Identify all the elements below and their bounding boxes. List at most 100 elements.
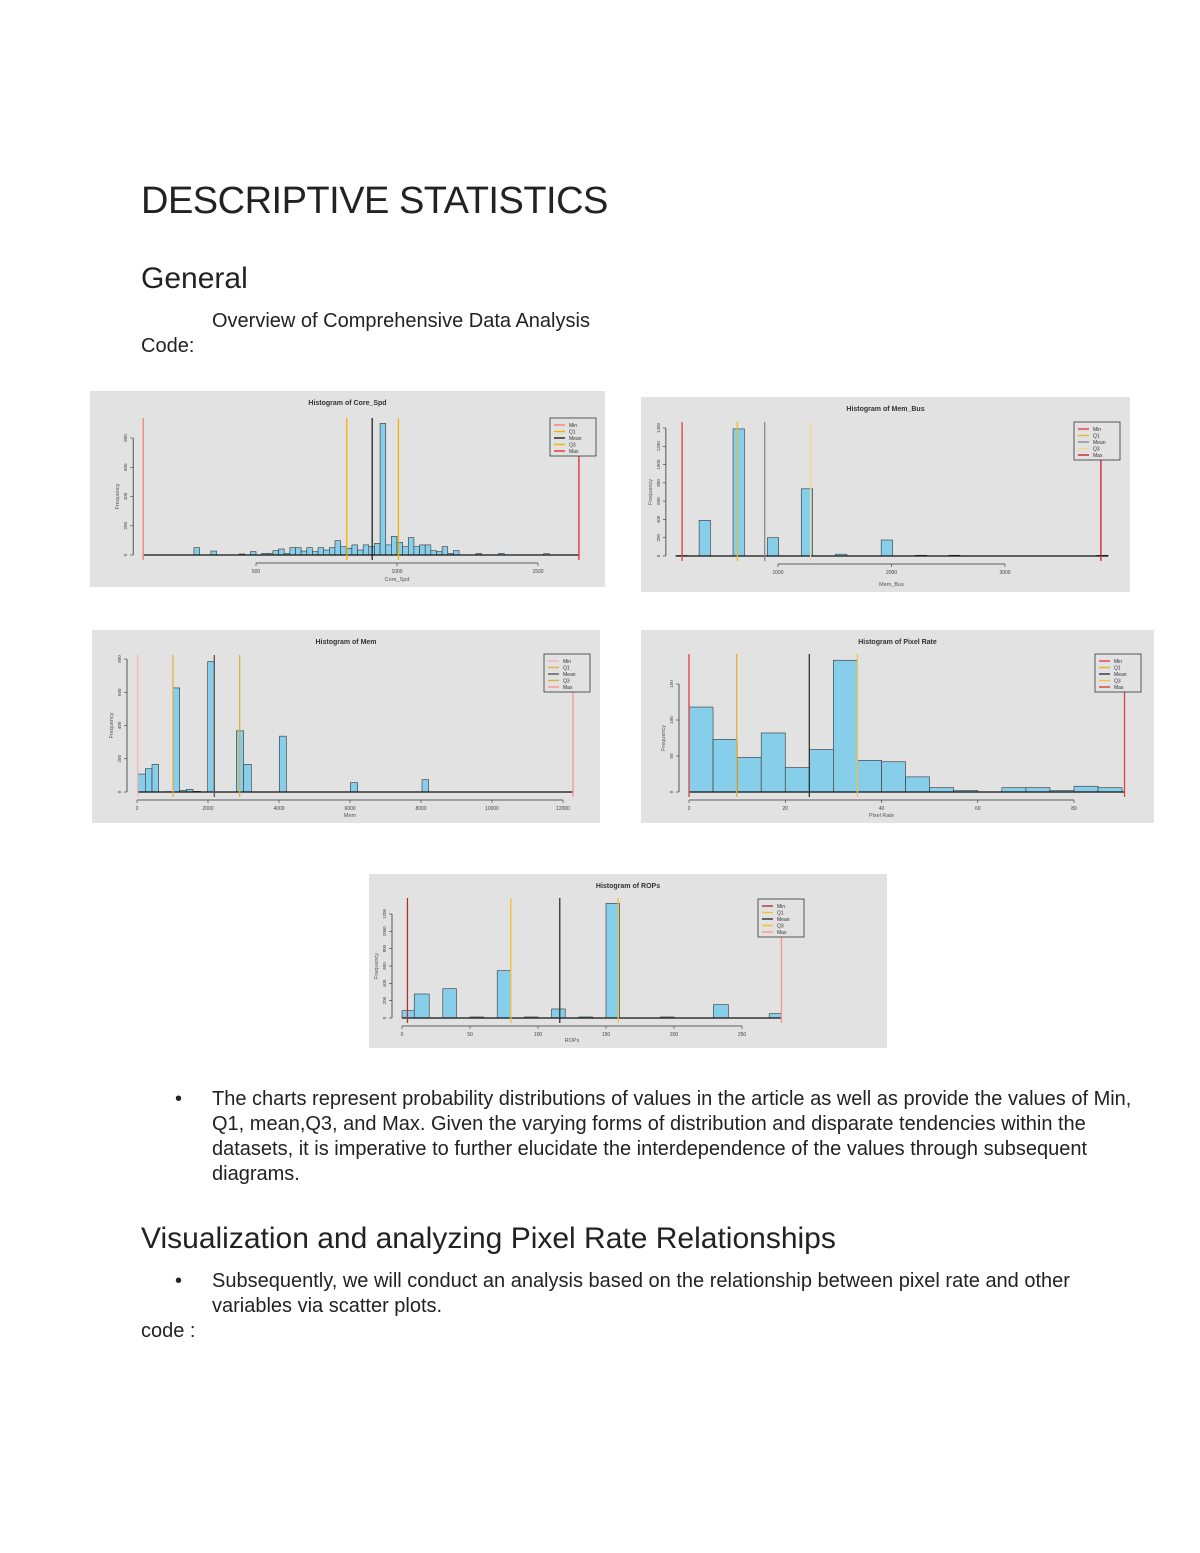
histogram-bar [905, 776, 930, 793]
histogram-bar [379, 423, 387, 556]
x-tick-label: 3000 [999, 570, 1010, 576]
y-tick-label: 600 [123, 463, 128, 471]
y-tick-label: 600 [656, 497, 661, 505]
legend-label: Q3 [563, 679, 570, 685]
x-tick-label: 10000 [485, 806, 499, 812]
histogram-bar [289, 547, 296, 556]
x-tick-label: 50 [467, 1032, 473, 1038]
x-tick-label: 8000 [415, 806, 426, 812]
histogram-bar [712, 739, 738, 793]
x-tick-label: 500 [252, 569, 261, 575]
y-tick-label: 800 [123, 434, 128, 442]
y-tick-label: 400 [382, 979, 387, 987]
histogram-bar [1097, 787, 1123, 793]
histogram-bar [137, 773, 146, 793]
section-heading-visualization: Visualization and analyzing Pixel Rate R… [141, 1222, 836, 1255]
legend-label: Max [777, 930, 787, 936]
histogram-bar [334, 540, 341, 556]
histogram-bar [857, 760, 882, 793]
y-tick-label: 600 [382, 962, 387, 970]
histogram-bar [340, 546, 347, 556]
y-axis-label: Frequency [661, 725, 667, 751]
histogram-bar [207, 661, 215, 793]
legend-label: Min [1114, 659, 1122, 665]
x-axis-label: Core_Spd [385, 577, 410, 583]
legend-label: Min [777, 904, 785, 910]
histogram-bar [809, 749, 834, 793]
code-label: code : [141, 1320, 196, 1342]
overview-text: Overview of Comprehensive Data Analysis [212, 310, 590, 332]
y-tick-label: 800 [656, 479, 661, 487]
x-tick-label: 40 [879, 806, 885, 812]
y-tick-label: 100 [669, 716, 674, 724]
y-tick-label: 0 [123, 553, 128, 556]
legend-label: Mean [1114, 672, 1127, 678]
histogram-bar [1025, 787, 1051, 793]
histogram-bar [419, 544, 426, 556]
y-tick-label: 600 [117, 688, 122, 696]
x-tick-label: 12000 [556, 806, 570, 812]
legend-label: Max [1114, 685, 1124, 691]
histogram-mem-bus: Histogram of Mem_Bus 1000 2000 3000 Mem_Bus 0… [641, 397, 1130, 592]
bullet-text: The charts represent probability distrib… [212, 1088, 1132, 1185]
histogram-rops: Histogram of ROPs 0 50 100 150 200 250 ROPs 0 200… [369, 874, 887, 1048]
histogram-bar [278, 548, 285, 556]
code-label: Code: [141, 335, 195, 357]
y-tick-label: 1200 [656, 441, 661, 452]
y-tick-label: 200 [117, 755, 122, 763]
chart-title: Histogram of Mem [315, 639, 376, 646]
histogram-bar [172, 687, 180, 793]
histogram-bar [413, 546, 420, 556]
bullet-text: Subsequently, we will conduct an analysi… [212, 1270, 1070, 1317]
histogram-bar [350, 782, 358, 793]
histogram-bar [413, 993, 430, 1019]
x-tick-label: 1000 [391, 569, 402, 575]
histogram-bar [732, 428, 745, 557]
legend-label: Min [563, 659, 571, 665]
histogram-bar [698, 520, 711, 557]
histogram-bar [306, 547, 313, 556]
y-tick-label: 1200 [382, 908, 387, 919]
histogram-bar [881, 761, 906, 793]
legend-label: Max [563, 685, 573, 691]
legend-label: Mean [1093, 440, 1106, 446]
histogram-bar [1001, 787, 1027, 793]
bullet-icon: • [175, 1088, 183, 1110]
chart-title: Histogram of Pixel Rate [858, 639, 937, 646]
histogram-bar [385, 544, 392, 556]
x-axis-label: Mem_Bus [879, 582, 904, 588]
y-tick-label: 0 [117, 790, 122, 793]
histogram-bar [145, 768, 153, 793]
legend-label: Min [569, 423, 577, 429]
x-tick-label: 1000 [772, 570, 783, 576]
y-tick-label: 400 [656, 515, 661, 523]
histogram-bar [272, 550, 279, 556]
histogram-bar [402, 546, 409, 556]
histogram-bar [362, 544, 370, 556]
histogram-bar [713, 1004, 729, 1019]
y-tick-label: 1000 [656, 459, 661, 470]
y-axis-label: Frequency [109, 712, 115, 738]
x-axis-label: Mem [344, 813, 357, 819]
x-tick-label: 1500 [532, 569, 543, 575]
legend-label: Q1 [777, 911, 784, 917]
histogram-bar [551, 1008, 566, 1019]
x-tick-label: 0 [401, 1032, 404, 1038]
y-tick-label: 150 [669, 680, 674, 688]
legend-label: Q1 [569, 430, 576, 436]
bullet-icon: • [175, 1270, 183, 1292]
histogram-bar [833, 659, 858, 793]
x-tick-label: 150 [602, 1032, 611, 1038]
x-tick-label: 250 [738, 1032, 747, 1038]
histogram-bar [374, 543, 381, 556]
y-tick-label: 800 [382, 944, 387, 952]
histogram-bar [880, 539, 893, 557]
histogram-mem: Histogram of Mem 0 2000 4000 6000 8000 10000 12… [92, 630, 600, 823]
legend-label: Q3 [1093, 447, 1100, 453]
histogram-bar [736, 757, 762, 793]
x-axis-label: ROPs [565, 1038, 580, 1044]
